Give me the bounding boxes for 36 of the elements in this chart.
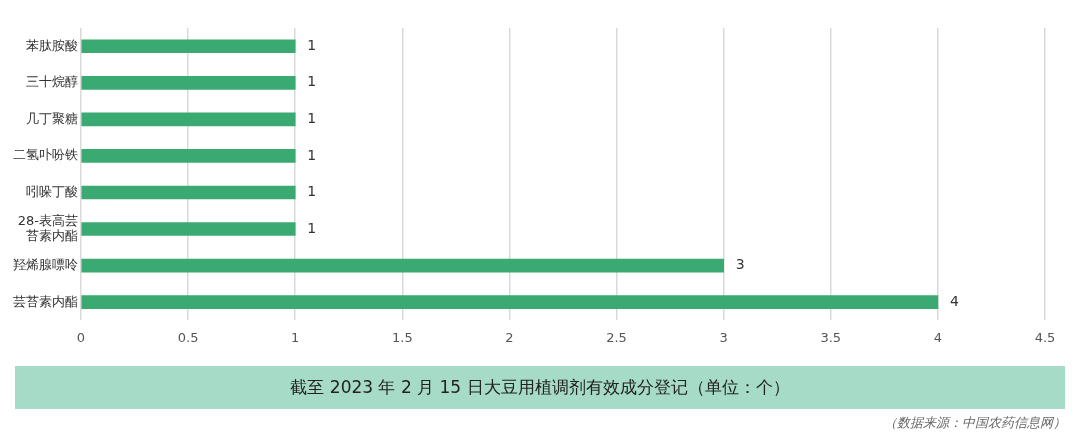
text: （数据来源：中国农药信息网） xyxy=(884,414,1066,432)
data-label: 1 xyxy=(307,110,317,127)
x-tick-label: 0 xyxy=(76,329,86,345)
y-tick-label: 羟烯腺嘌呤 xyxy=(13,256,78,272)
data-label: 3 xyxy=(735,256,745,273)
x-tick-label: 3 xyxy=(719,329,728,345)
bar xyxy=(81,76,296,90)
y-tick-label: 28-表高芸苔素内酯 xyxy=(17,212,78,244)
data-label: 1 xyxy=(307,183,317,200)
bar xyxy=(81,112,296,127)
x-tick-label: 1 xyxy=(291,329,300,345)
x-tick-label: 0.5 xyxy=(177,329,199,345)
data-label: 1 xyxy=(307,219,317,236)
x-tick-label: 2.5 xyxy=(606,329,627,345)
data-label: 1 xyxy=(307,146,317,163)
bar xyxy=(81,222,296,236)
y-tick-label: 芸苔素内酯 xyxy=(13,293,78,309)
y-tick-label: 苯肽胺酸 xyxy=(26,37,78,53)
x-tick-label: 4.5 xyxy=(1034,329,1056,345)
x-tick-label: 4 xyxy=(933,329,943,345)
y-tick-label: 三十烷醇 xyxy=(26,74,78,90)
bar xyxy=(81,258,724,273)
data-label: 1 xyxy=(307,73,317,90)
bar xyxy=(81,39,296,54)
y-tick-label: 吲哚丁酸 xyxy=(26,183,78,199)
x-tick-label: 2 xyxy=(505,329,514,345)
text: 截至 2023 年 2 月 15 日大豆用植调剂有效成分登记（单位：个） xyxy=(15,366,1065,409)
y-tick-label: 二氢卟吩铁 xyxy=(13,147,78,163)
bar xyxy=(81,149,296,163)
data-label: 4 xyxy=(949,292,959,309)
bar xyxy=(81,295,939,309)
x-tick-label: 3.5 xyxy=(820,329,842,345)
y-tick-label: 几丁聚糖 xyxy=(26,110,78,126)
data-label: 1 xyxy=(307,36,317,53)
bar xyxy=(81,185,296,200)
x-tick-label: 1.5 xyxy=(391,329,413,345)
